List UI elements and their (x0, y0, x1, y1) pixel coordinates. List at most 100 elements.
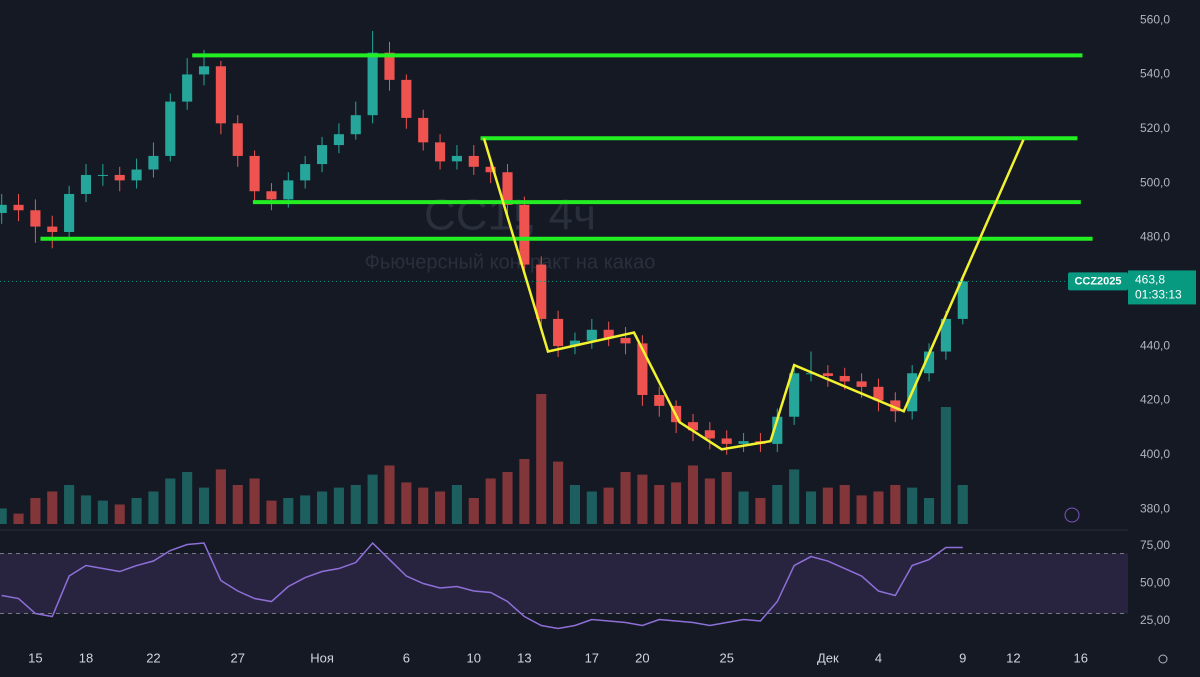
candle-body (47, 226, 58, 232)
candle-body (266, 191, 277, 200)
candle-body (333, 134, 344, 146)
volume-bar (300, 495, 311, 524)
candle-body (856, 381, 867, 387)
candle-body (0, 204, 7, 213)
candle-body (97, 174, 108, 176)
x-tick-label: 20 (635, 650, 649, 665)
candle-body (620, 337, 631, 344)
candle-body (789, 373, 800, 417)
rsi-line (1, 541, 963, 630)
volume-bar (165, 478, 176, 524)
rsi-tick-label: 75,00 (1140, 538, 1170, 552)
volume-bar (704, 478, 715, 524)
candle-body (687, 422, 699, 431)
volume-bar (249, 478, 260, 524)
x-tick-label: 10 (467, 650, 481, 665)
volume-bar (822, 487, 833, 524)
volume-bar (536, 394, 547, 524)
zigzag-line (482, 137, 1025, 451)
candle-body (148, 155, 159, 170)
scroll-button[interactable] (1064, 507, 1080, 523)
x-tick-label: 25 (719, 650, 733, 665)
volume-bar (30, 498, 41, 524)
candle-body (300, 164, 311, 181)
volume-bar (435, 491, 446, 524)
volume-bar (266, 500, 277, 524)
rsi-tick-label: 50,00 (1140, 576, 1170, 590)
volume-bar (687, 465, 699, 524)
candle-body (232, 123, 243, 156)
candle-body (384, 52, 395, 80)
candle-body (923, 351, 935, 374)
volume-bar (890, 485, 901, 524)
volume-bar (923, 498, 935, 524)
volume-bar (721, 472, 732, 524)
candle-body (738, 441, 749, 444)
candle-body (367, 52, 378, 116)
candle-body (350, 115, 361, 135)
candle-body (401, 79, 412, 118)
volume-bar (805, 491, 817, 524)
volume-bar (64, 485, 75, 524)
volume-bar (755, 498, 766, 524)
candle-body (822, 373, 833, 376)
candle-body (553, 318, 564, 347)
symbol-label: CCZ2025 (1074, 275, 1121, 287)
candle-body (215, 66, 226, 124)
x-tick-label: 16 (1074, 650, 1088, 665)
candle-body (114, 174, 125, 181)
candle-body (249, 155, 260, 192)
y-tick-label: 500,0 (1140, 175, 1170, 189)
volume-bar (215, 469, 226, 524)
x-tick-label: 17 (585, 650, 599, 665)
candle-body (637, 343, 648, 395)
volume-bar (316, 491, 328, 524)
volume-bar (907, 487, 918, 524)
candle-body (435, 142, 446, 162)
x-tick-label: 18 (79, 650, 93, 665)
volume-bar (131, 498, 142, 524)
volume-bar (114, 504, 125, 524)
y-tick-label: 440,0 (1140, 338, 1170, 352)
candle-body (704, 430, 715, 439)
y-tick-label: 560,0 (1140, 12, 1170, 26)
y-tick-label: 540,0 (1140, 67, 1170, 81)
rsi-tick-label: 25,00 (1140, 613, 1170, 627)
price-badge (1128, 270, 1196, 305)
volume-bar (333, 487, 344, 524)
volume-bar (569, 485, 581, 524)
volume-bar (519, 459, 530, 524)
y-tick-label: 400,0 (1140, 447, 1170, 461)
candle-body (198, 66, 210, 75)
candle-body (165, 101, 176, 156)
volume-bar (384, 465, 395, 524)
y-tick-label: 520,0 (1140, 121, 1170, 135)
volume-bar (367, 474, 378, 524)
x-tick-label: Ноя (310, 650, 334, 665)
volume-bar (485, 478, 496, 524)
volume-bar (940, 407, 951, 524)
candle-body (519, 204, 530, 265)
settings-icon[interactable] (1158, 654, 1168, 664)
price-label: 463,8 (1135, 273, 1165, 287)
candle-body (502, 172, 513, 205)
volume-bar (148, 491, 159, 524)
watermark-subtitle: Фьючерсный контракт на какао (365, 251, 656, 273)
x-tick-label: 13 (517, 650, 531, 665)
volume-bar (350, 485, 361, 524)
volume-bar (418, 487, 429, 524)
volume-bar (738, 491, 749, 524)
candle-body (316, 145, 328, 165)
volume-bar (789, 469, 800, 524)
candle-body (721, 438, 732, 444)
x-tick-label: 22 (146, 650, 160, 665)
volume-bar (654, 485, 665, 524)
volume-bar (620, 472, 631, 524)
y-tick-label: 420,0 (1140, 393, 1170, 407)
volume-bar (80, 495, 92, 524)
volume-bar (839, 485, 850, 524)
volume-bar (451, 485, 462, 524)
candle-body (890, 400, 901, 412)
candle-body (451, 155, 462, 162)
